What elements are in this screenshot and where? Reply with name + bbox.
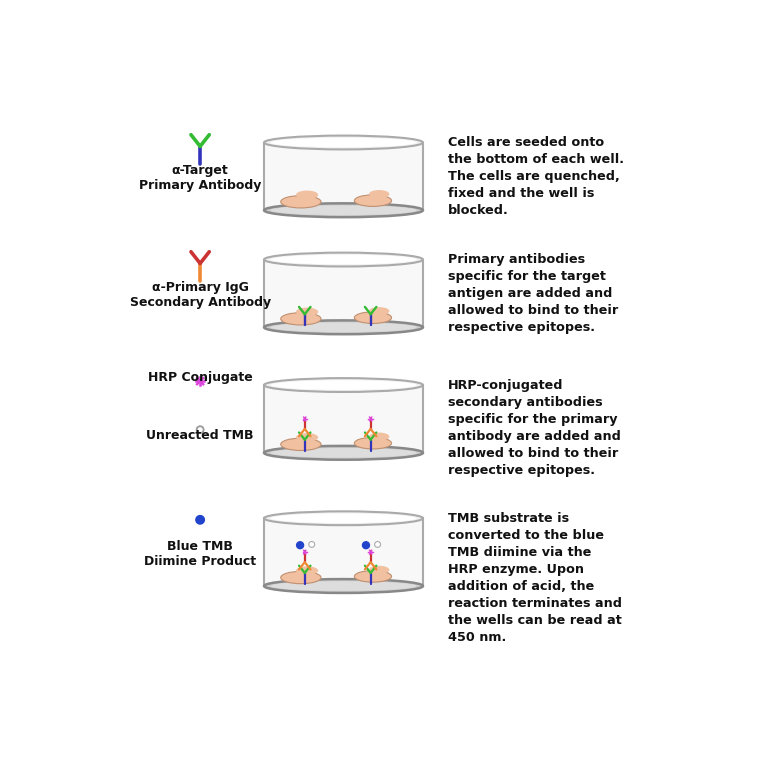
Ellipse shape xyxy=(264,135,423,150)
Ellipse shape xyxy=(296,308,318,316)
Ellipse shape xyxy=(280,571,321,584)
Text: α-Primary IgG
Secondary Antibody: α-Primary IgG Secondary Antibody xyxy=(130,281,270,309)
Polygon shape xyxy=(264,260,423,327)
Ellipse shape xyxy=(270,380,416,390)
Ellipse shape xyxy=(264,253,423,267)
Ellipse shape xyxy=(354,312,392,323)
Ellipse shape xyxy=(270,206,416,215)
Polygon shape xyxy=(264,143,423,210)
Ellipse shape xyxy=(264,446,423,460)
Ellipse shape xyxy=(354,571,392,582)
Ellipse shape xyxy=(296,190,318,199)
Polygon shape xyxy=(264,385,423,453)
Ellipse shape xyxy=(296,433,318,442)
Text: HRP Conjugate: HRP Conjugate xyxy=(147,371,252,384)
Text: Primary antibodies
specific for the target
antigen are added and
allowed to bind: Primary antibodies specific for the targ… xyxy=(448,254,618,335)
Ellipse shape xyxy=(270,322,416,332)
Ellipse shape xyxy=(280,312,321,325)
Ellipse shape xyxy=(369,432,390,441)
Ellipse shape xyxy=(264,378,423,392)
Ellipse shape xyxy=(280,196,321,208)
Ellipse shape xyxy=(264,203,423,217)
Ellipse shape xyxy=(369,307,390,316)
Ellipse shape xyxy=(354,195,392,206)
Circle shape xyxy=(196,426,204,433)
Ellipse shape xyxy=(270,138,416,147)
Text: α-Target
Primary Antibody: α-Target Primary Antibody xyxy=(139,164,261,192)
Ellipse shape xyxy=(264,579,423,593)
Ellipse shape xyxy=(270,254,416,264)
Ellipse shape xyxy=(354,438,392,449)
Ellipse shape xyxy=(270,581,416,591)
Text: Cells are seeded onto
the bottom of each well.
The cells are quenched,
fixed and: Cells are seeded onto the bottom of each… xyxy=(448,136,624,217)
Text: TMB substrate is
converted to the blue
TMB diimine via the
HRP enzyme. Upon
addi: TMB substrate is converted to the blue T… xyxy=(448,512,622,644)
Circle shape xyxy=(296,542,303,549)
Circle shape xyxy=(196,516,205,524)
Ellipse shape xyxy=(270,513,416,523)
Ellipse shape xyxy=(270,448,416,458)
Circle shape xyxy=(309,542,315,547)
Ellipse shape xyxy=(296,566,318,575)
Circle shape xyxy=(362,542,370,549)
Ellipse shape xyxy=(264,320,423,334)
Polygon shape xyxy=(264,518,423,586)
Circle shape xyxy=(374,542,380,547)
Text: HRP-conjugated
secondary antibodies
specific for the primary
antibody are added : HRP-conjugated secondary antibodies spec… xyxy=(448,379,621,477)
Ellipse shape xyxy=(369,190,390,198)
Text: Unreacted TMB: Unreacted TMB xyxy=(147,429,254,442)
Text: Blue TMB
Diimine Product: Blue TMB Diimine Product xyxy=(144,540,256,568)
Ellipse shape xyxy=(264,511,423,525)
Ellipse shape xyxy=(280,439,321,451)
Ellipse shape xyxy=(369,566,390,574)
